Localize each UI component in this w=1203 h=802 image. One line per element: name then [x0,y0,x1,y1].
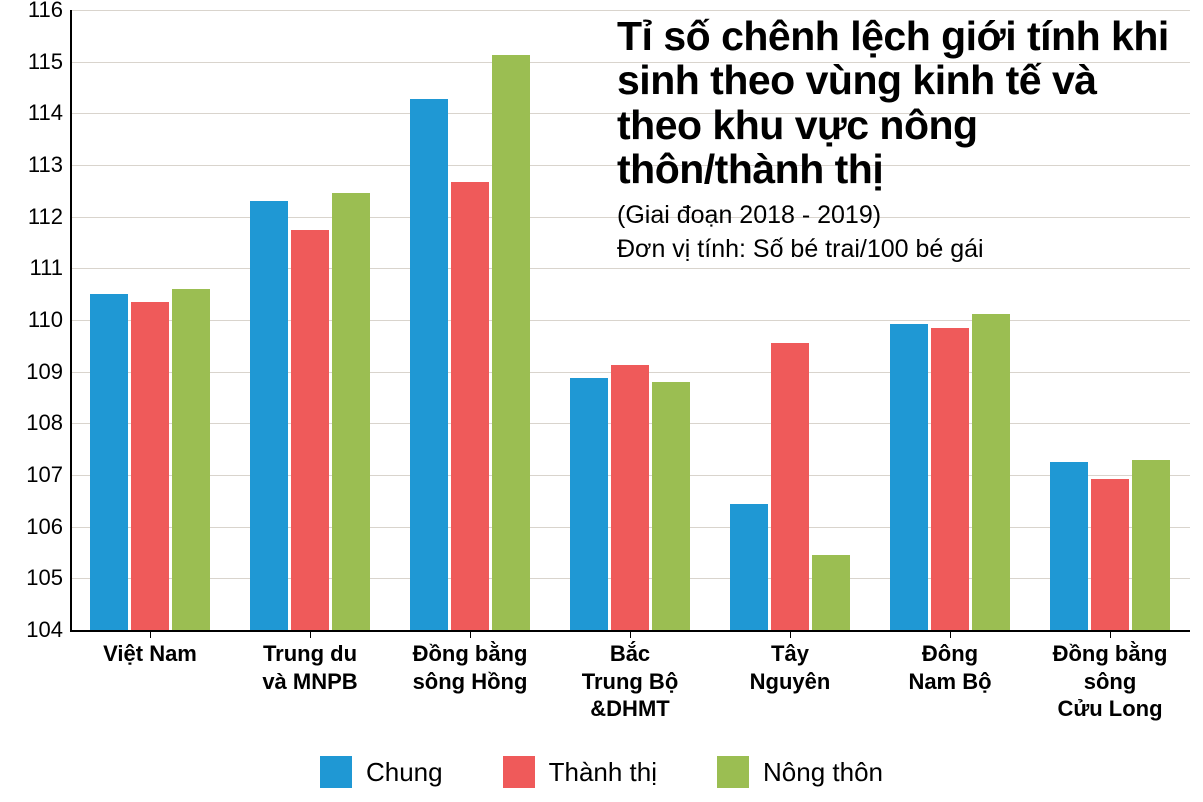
bar [451,182,489,630]
x-axis [70,630,1190,632]
bar [652,382,690,630]
bar [1132,460,1170,631]
chart-title-block: Tỉ số chênh lệch giới tính khi sinh theo… [617,14,1177,267]
bar [890,324,928,630]
y-tick-label: 110 [8,307,63,333]
legend-item: Chung [320,756,443,788]
chart-period: (Giai đoạn 2018 - 2019) [617,201,881,229]
bar [410,99,448,630]
bar [570,378,608,630]
bar [812,555,850,630]
y-tick-label: 104 [8,617,63,643]
chart-legend: Chung Thành thị Nông thôn [0,756,1203,788]
bar [172,289,210,630]
bar [771,343,809,630]
legend-swatch [503,756,535,788]
y-tick-label: 114 [8,100,63,126]
y-axis [70,10,72,630]
x-axis-label: Việt Nam [70,640,230,668]
bar [250,201,288,630]
x-axis-label: TâyNguyên [710,640,870,695]
legend-item: Thành thị [503,756,657,788]
y-tick-label: 107 [8,462,63,488]
bar [972,314,1010,630]
x-axis-label: Đồng bằngsôngCửu Long [1030,640,1190,723]
bar [332,193,370,630]
chart-title: Tỉ số chênh lệch giới tính khi sinh theo… [617,14,1177,191]
bar [611,365,649,630]
legend-label: Nông thôn [763,757,883,788]
bar [1091,479,1129,630]
y-tick-label: 111 [8,255,63,281]
y-tick-label: 115 [8,49,63,75]
y-tick-label: 106 [8,514,63,540]
y-tick-label: 109 [8,359,63,385]
chart-container: Tỉ số chênh lệch giới tính khi sinh theo… [0,0,1203,802]
legend-item: Nông thôn [717,756,883,788]
x-axis-label: ĐôngNam Bộ [870,640,1030,695]
bar [131,302,169,630]
legend-swatch [717,756,749,788]
x-axis-label: Trung duvà MNPB [230,640,390,695]
y-tick-label: 116 [8,0,63,23]
chart-subtitle: (Giai đoạn 2018 - 2019) Đơn vị tính: Số … [617,199,1177,267]
y-tick-label: 113 [8,152,63,178]
bar [90,294,128,630]
bar [931,328,969,630]
y-tick-label: 108 [8,410,63,436]
legend-label: Thành thị [549,757,657,788]
bar [291,230,329,630]
legend-swatch [320,756,352,788]
bar [1050,462,1088,630]
bar [730,504,768,630]
y-tick-label: 112 [8,204,63,230]
x-axis-label: Đồng bằngsông Hồng [390,640,550,695]
x-axis-label: BắcTrung Bộ&DHMT [550,640,710,723]
y-tick-label: 105 [8,565,63,591]
chart-unit: Đơn vị tính: Số bé trai/100 bé gái [617,235,984,263]
legend-label: Chung [366,757,443,788]
bar [492,55,530,630]
